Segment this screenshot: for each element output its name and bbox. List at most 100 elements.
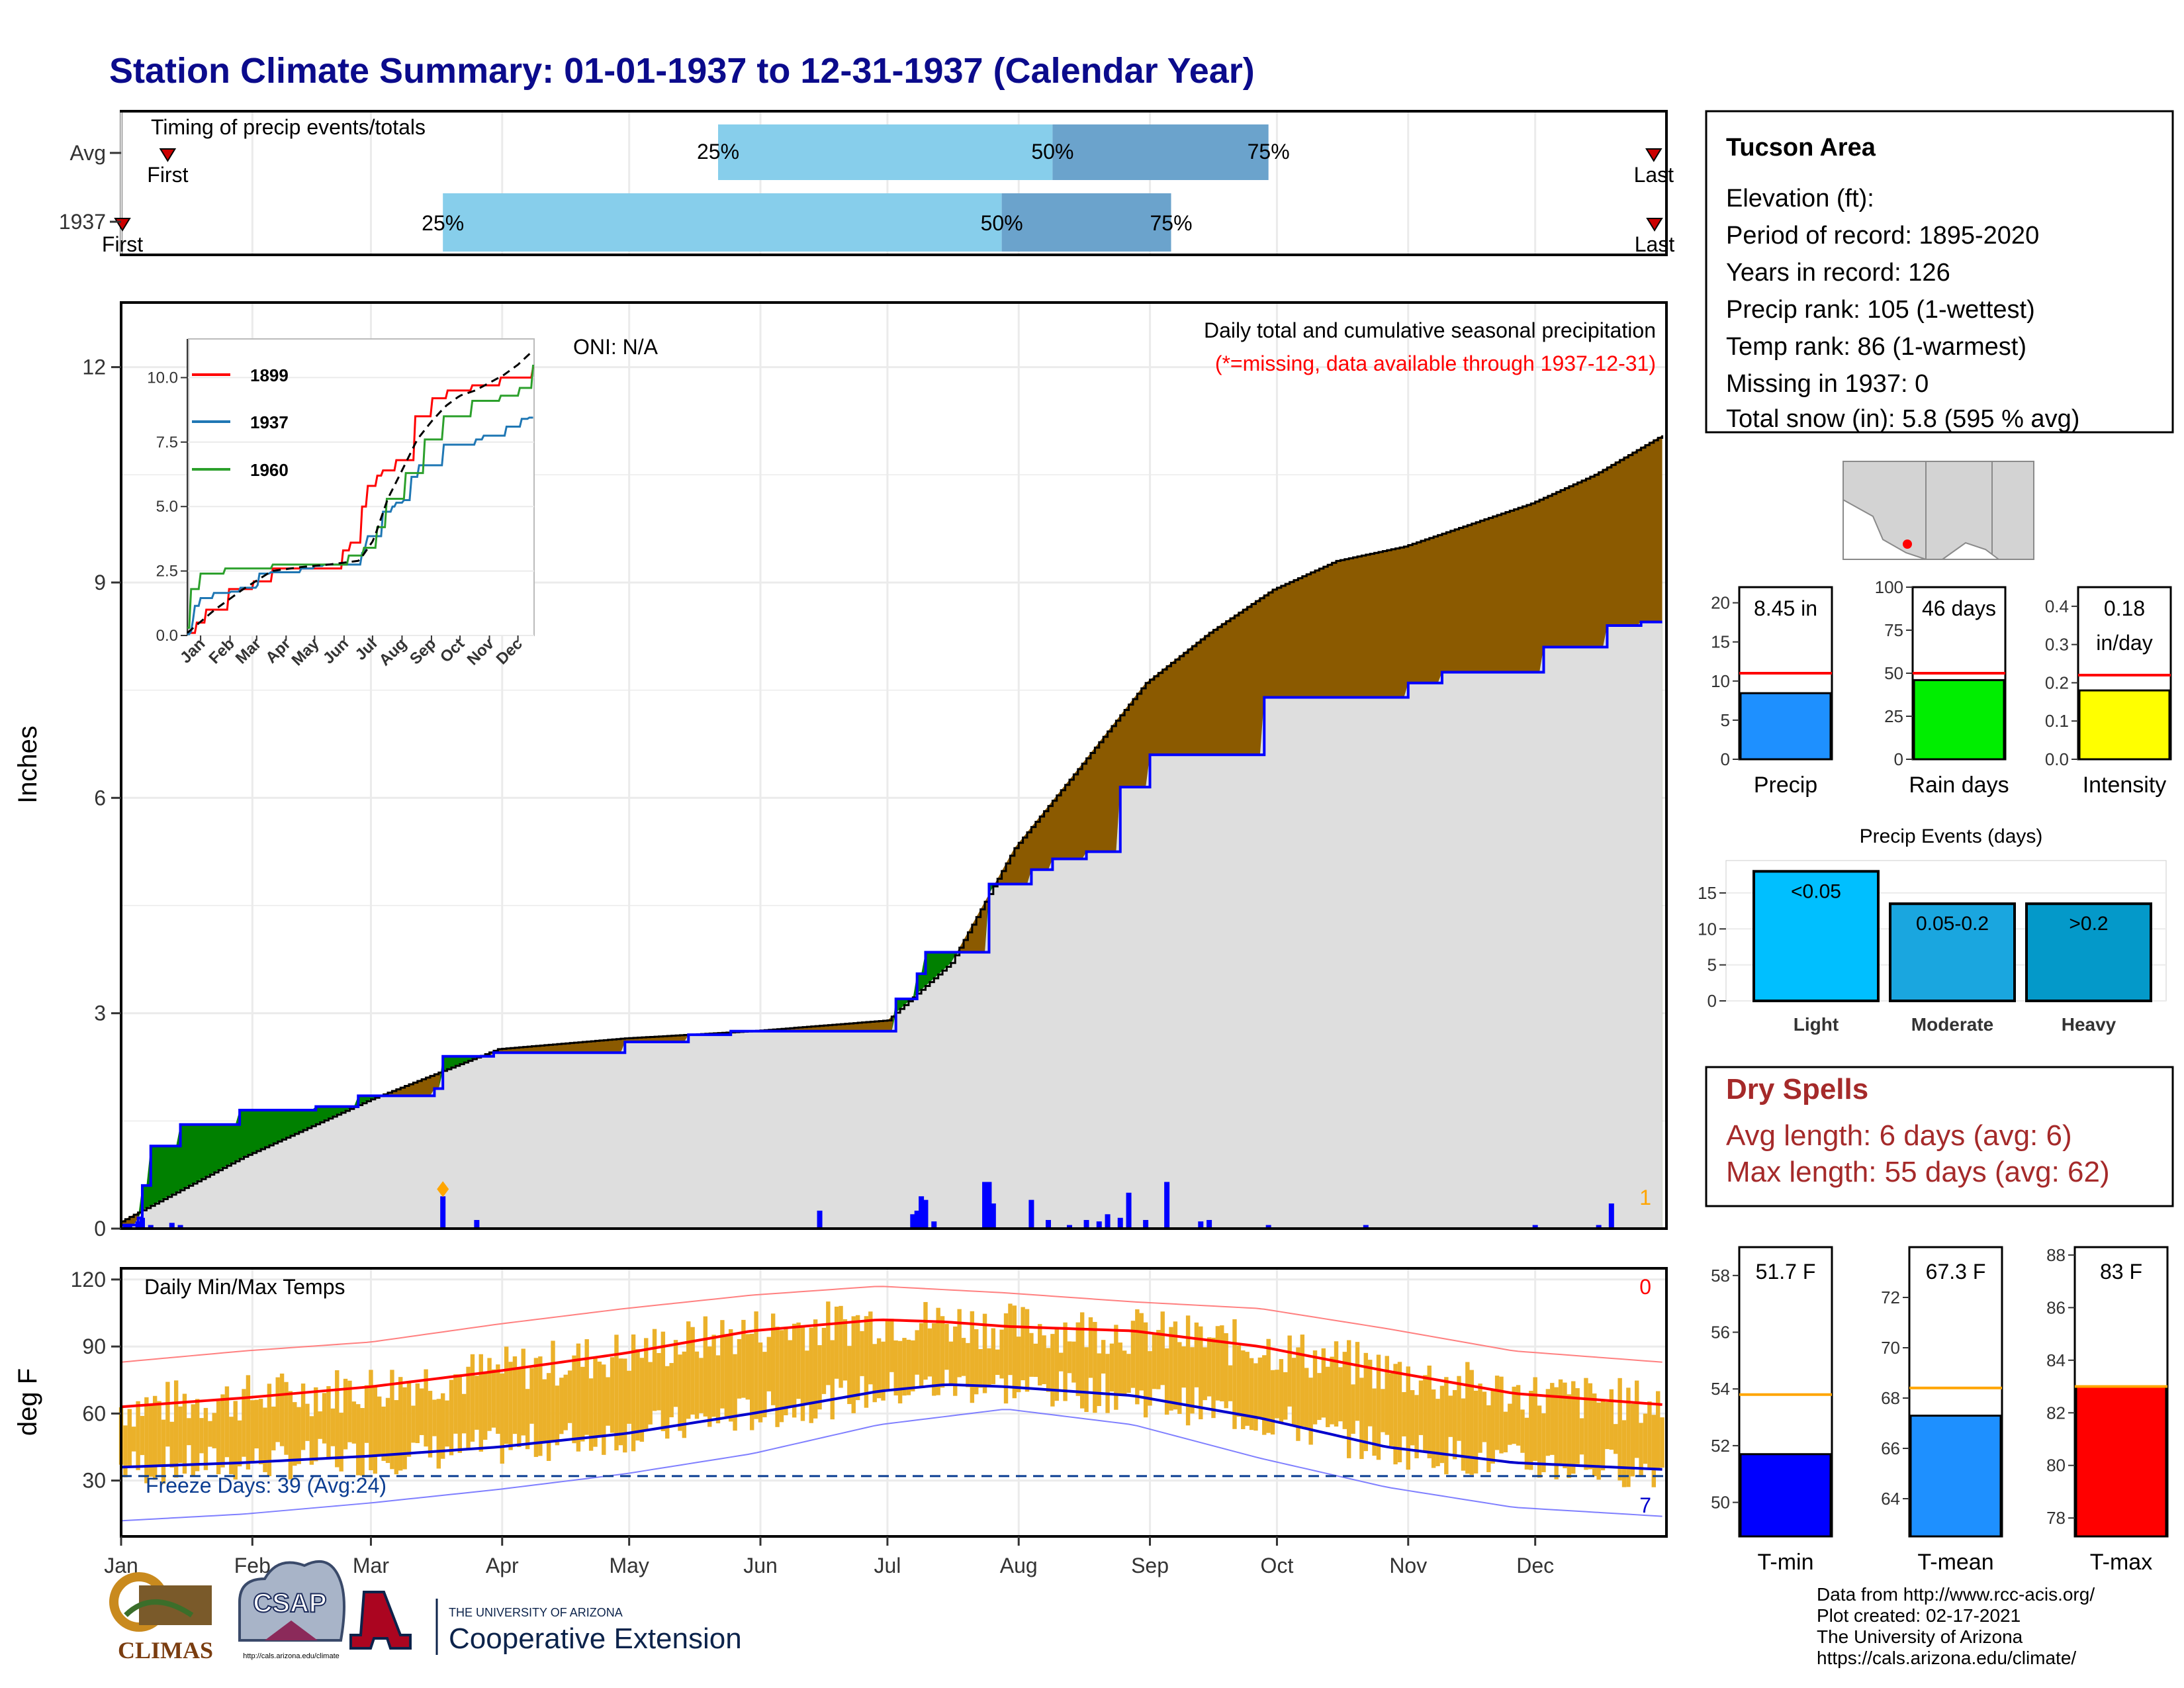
daily-temp-bar xyxy=(1347,1340,1351,1458)
events-bar-moderate xyxy=(1889,902,2016,1002)
temp-summary-ytick-label: 88 xyxy=(2046,1245,2066,1265)
dry-spells-title: Dry Spells xyxy=(1726,1073,1868,1105)
daily-temp-bar xyxy=(428,1391,433,1458)
daily-temp-bar xyxy=(1033,1343,1038,1378)
daily-temp-bar xyxy=(809,1327,813,1423)
daily-temp-bar xyxy=(1554,1387,1559,1479)
daily-temp-bar xyxy=(445,1400,449,1447)
mini-bar-name: Intensity xyxy=(2083,773,2167,798)
daily-precip-bar xyxy=(474,1219,480,1229)
daily-temp-bar xyxy=(1503,1411,1508,1452)
temp-summary-ytick-label: 78 xyxy=(2046,1508,2066,1528)
daily-temp-bar xyxy=(800,1327,805,1421)
mini-bar-ytick-label: 0.3 xyxy=(2045,635,2069,655)
daily-temp-bar xyxy=(216,1401,221,1475)
daily-temp-bar xyxy=(385,1397,390,1464)
daily-temp-bar xyxy=(161,1419,166,1484)
timing-bar-25-50 xyxy=(718,124,1053,180)
daily-temp-bar xyxy=(242,1389,246,1457)
daily-temp-bar xyxy=(457,1374,462,1453)
daily-temp-bar xyxy=(440,1393,445,1459)
daily-temp-bar xyxy=(136,1401,140,1470)
daily-temp-bar xyxy=(974,1329,979,1395)
daily-temp-bar xyxy=(749,1333,754,1430)
daily-temp-bar xyxy=(627,1370,631,1424)
daily-temp-bar xyxy=(1550,1383,1555,1455)
daily-temp-bar xyxy=(1600,1400,1606,1471)
daily-temp-bar xyxy=(1114,1325,1118,1410)
temp-summary-ytick-label: 86 xyxy=(2046,1297,2066,1317)
daily-temp-bar xyxy=(288,1391,293,1479)
daily-temp-bar xyxy=(191,1404,195,1476)
daily-temp-bar xyxy=(563,1374,568,1430)
daily-temp-bar xyxy=(1038,1324,1042,1385)
daily-temp-bar xyxy=(593,1358,598,1447)
daily-precip-bar xyxy=(914,1210,920,1229)
daily-temp-bar xyxy=(944,1323,949,1370)
mini-bar-ytick-label: 0 xyxy=(1894,749,1903,769)
mini-bar-ytick-label: 20 xyxy=(1711,593,1730,613)
daily-temp-bar xyxy=(1148,1351,1152,1406)
daily-precip-bar xyxy=(1096,1221,1102,1229)
daily-temp-bar xyxy=(555,1385,560,1446)
daily-precip-bar xyxy=(1028,1199,1034,1229)
events-bar-name: Moderate xyxy=(1911,1014,1993,1035)
daily-precip-bar xyxy=(1126,1192,1132,1229)
daily-temp-bar xyxy=(1490,1389,1495,1464)
daily-temp-bar xyxy=(842,1319,848,1381)
daily-temp-bar xyxy=(703,1316,708,1417)
daily-temp-bar xyxy=(868,1311,873,1385)
daily-temp-bar xyxy=(398,1377,403,1471)
daily-temp-bar xyxy=(339,1413,343,1472)
season-bars: 8.45 in 0 5 10 15 20 Precip 46 days 0 25 50 75 100 Ra… xyxy=(1711,577,2172,798)
daily-temp-bar xyxy=(834,1306,839,1379)
timing-label-50: 50% xyxy=(1031,140,1073,164)
mini-bar-name: Rain days xyxy=(1909,773,2009,798)
daily-temp-bar xyxy=(1486,1405,1491,1472)
station-line-elevation: Elevation (ft): xyxy=(1726,185,1874,212)
daily-temp-bar xyxy=(203,1407,208,1470)
events-bar-light xyxy=(1752,870,1880,1003)
daily-temp-bar xyxy=(390,1370,394,1470)
precip-ytick-label: 12 xyxy=(82,355,106,379)
daily-temp-bar xyxy=(1185,1315,1191,1426)
daily-temp-bar xyxy=(1109,1343,1115,1392)
mini-bar-ytick-label: 50 xyxy=(1884,663,1903,683)
timing-bar-50-75 xyxy=(1001,193,1171,252)
daily-temp-bar xyxy=(597,1361,602,1436)
daily-precip-bar xyxy=(177,1225,183,1229)
inset-ytick-label: 7.5 xyxy=(156,434,178,451)
daily-temp-bar xyxy=(602,1364,606,1455)
daily-temp-bar xyxy=(737,1338,742,1399)
temp-summary-ytick-label: 54 xyxy=(1711,1379,1730,1399)
daily-temp-bar xyxy=(1533,1377,1537,1461)
daily-temp-bar xyxy=(957,1309,962,1378)
temp-ytick-label: 120 xyxy=(71,1268,106,1291)
daily-temp-bar xyxy=(1211,1337,1216,1419)
station-line-years: Years in record: 126 xyxy=(1726,259,1950,287)
daily-temp-bar xyxy=(237,1420,242,1467)
daily-temp-bar xyxy=(1164,1348,1169,1415)
timing-bar-25-50 xyxy=(443,193,1002,252)
temp-ytick-label: 60 xyxy=(82,1401,106,1425)
daily-temp-bar xyxy=(1334,1341,1339,1427)
daily-temp-bar xyxy=(508,1362,513,1450)
daily-precip-bar xyxy=(169,1223,175,1229)
station-line-missing: Missing in 1937: 0 xyxy=(1726,370,1929,398)
daily-temp-bar xyxy=(529,1368,534,1424)
daily-temp-bar xyxy=(1232,1319,1237,1429)
avg-tmax-line xyxy=(120,1318,1662,1409)
temp-summary-value-label: 67.3 F xyxy=(1926,1260,1986,1284)
daily-temp-bar xyxy=(1342,1352,1347,1429)
daily-temp-bar xyxy=(453,1374,458,1434)
timing-label-25: 25% xyxy=(422,211,464,235)
daily-temp-bar xyxy=(1461,1398,1466,1471)
daily-temp-bar xyxy=(1093,1322,1097,1413)
daily-temp-bar xyxy=(711,1335,716,1417)
daily-temp-bar xyxy=(525,1389,530,1450)
daily-temp-bar xyxy=(1321,1348,1326,1418)
temp-summary-name: T-mean xyxy=(1917,1550,1993,1575)
daily-temp-bar xyxy=(1605,1401,1610,1450)
daily-temp-bar xyxy=(1181,1346,1186,1388)
daily-temp-bar xyxy=(690,1327,695,1415)
